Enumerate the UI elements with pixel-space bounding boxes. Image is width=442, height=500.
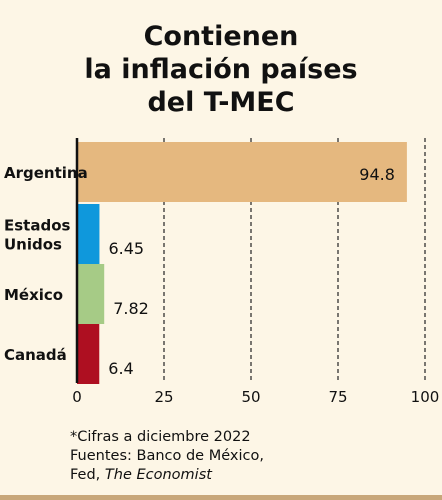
bar-0	[77, 142, 407, 202]
title-line-1: Contienen	[143, 21, 299, 52]
category-label-2: México	[4, 286, 63, 304]
footnote-sources: Fuentes: Banco de México,	[70, 448, 264, 464]
value-label-0: 94.8	[359, 165, 395, 184]
footnote-economist: The Economist	[104, 467, 212, 483]
x-tick-label-50: 50	[241, 388, 260, 406]
footnote: *Cifras a diciembre 2022 Fuentes: Banco …	[70, 428, 264, 485]
bar-3	[77, 324, 100, 384]
title-line-3: del T-MEC	[147, 87, 295, 118]
category-label-0: Argentina	[4, 164, 88, 182]
footnote-sources-cont: Fed, The Economist	[70, 466, 264, 485]
footnote-fed: Fed,	[70, 467, 105, 483]
x-tick-label-25: 25	[154, 388, 173, 406]
footnote-date: *Cifras a diciembre 2022	[70, 429, 251, 445]
bar-1	[77, 204, 100, 264]
x-tick-label-0: 0	[72, 388, 82, 406]
value-label-2: 7.82	[113, 299, 149, 318]
bottom-rule	[0, 495, 442, 500]
value-label-1: 6.45	[108, 239, 144, 258]
x-tick-label-75: 75	[328, 388, 347, 406]
category-label-1-1: Unidos	[4, 236, 62, 254]
bar-2	[77, 264, 105, 324]
title-line-2: la inflación países	[84, 54, 358, 85]
chart-title: Contienen la inflación países del T-MEC	[0, 20, 442, 119]
category-label-3: Canadá	[4, 346, 67, 364]
x-tick-label-100: 100	[411, 388, 440, 406]
value-label-3: 6.4	[108, 359, 133, 378]
category-label-1-0: Estados	[4, 217, 71, 235]
